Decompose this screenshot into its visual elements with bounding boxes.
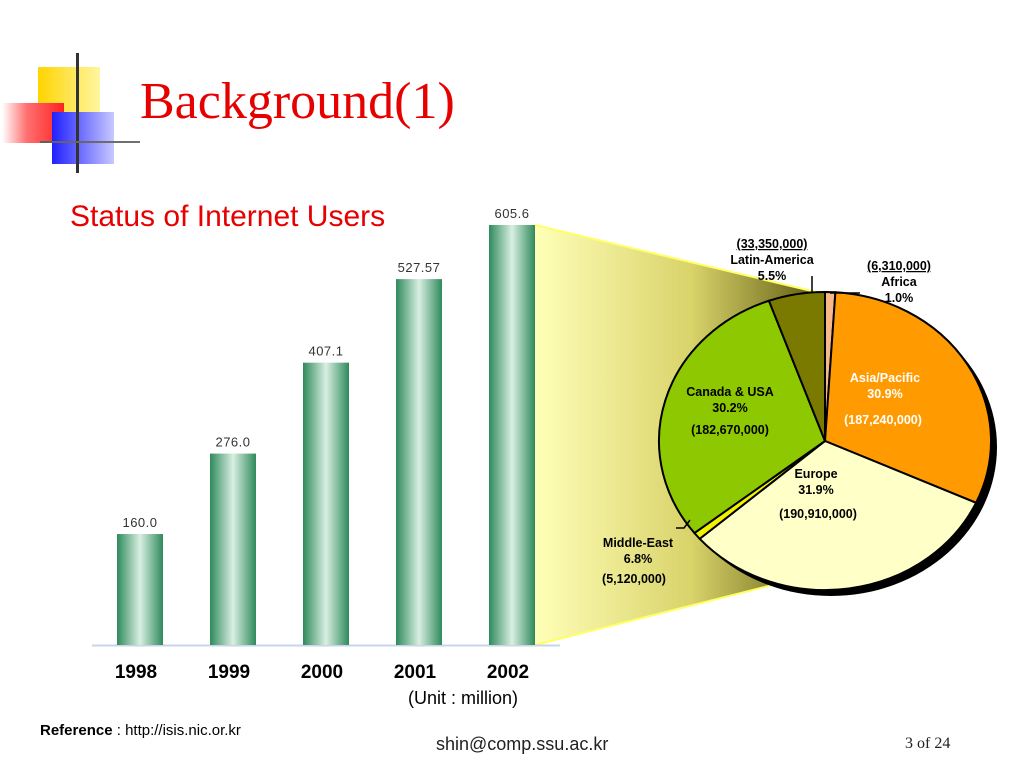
bar-2002 xyxy=(489,225,535,645)
bar-2001 xyxy=(396,279,442,645)
chart-subtitle: Status of Internet Users xyxy=(70,200,386,233)
pie-label-name: Asia/Pacific xyxy=(850,371,920,385)
bar-value-label: 160.0 xyxy=(122,515,157,530)
pie-chart: (33,350,000) Latin-America 5.5% (6,310,000)… xyxy=(602,237,997,596)
page-title: Background(1) xyxy=(140,73,455,130)
pie-label-users: (6,310,000) xyxy=(867,259,931,273)
pie-label-name: Canada & USA xyxy=(686,385,774,399)
zoom-edge-top xyxy=(534,224,821,294)
pie-label-percent-label: 30.2% xyxy=(712,401,747,415)
pie-slice-europe xyxy=(698,439,978,591)
pie-label-name: Europe xyxy=(794,467,837,481)
bar-value-label: 276.0 xyxy=(215,435,250,450)
bar-value-label: 527.57 xyxy=(398,260,441,275)
bar-1998 xyxy=(117,534,163,645)
pie-label-users: (187,240,000) xyxy=(844,413,922,427)
reference-url[interactable]: http://isis.nic.or.kr xyxy=(125,722,241,739)
pie-label-name: Latin-America xyxy=(730,253,814,267)
slide-logo xyxy=(2,53,140,173)
x-tick-label: 2000 xyxy=(301,662,343,683)
x-tick-label: 1998 xyxy=(115,662,157,683)
footer-email: shin@comp.ssu.ac.kr xyxy=(436,734,609,754)
pie-slice-asia-pacific xyxy=(823,291,992,505)
leader-line-middle-east xyxy=(676,519,691,529)
pie-label-percent-label: 5.5% xyxy=(758,269,787,283)
pie-slice-canada-usa xyxy=(658,299,827,535)
pie-label-users: (33,350,000) xyxy=(737,237,808,251)
pie-label-name: Africa xyxy=(881,275,917,289)
zoom-edge-bottom xyxy=(534,577,801,646)
bar-chart: 160.0 1998 276.0 1999 407.1 2000 527.57 2001 605… xyxy=(92,206,560,683)
bar-value-label: 605.6 xyxy=(494,206,529,221)
reference-line: Reference : http://isis.nic.or.kr xyxy=(40,722,241,739)
pie-label-percent-label: 31.9% xyxy=(798,483,833,497)
reference-label: Reference xyxy=(40,722,113,739)
bar-1999 xyxy=(210,453,256,645)
x-tick-label: 2001 xyxy=(394,662,437,683)
x-tick-label: 2002 xyxy=(487,662,529,683)
reference-separator: : xyxy=(112,722,126,739)
x-tick-label: 1999 xyxy=(208,662,250,683)
bar-2000 xyxy=(303,362,349,645)
pie-label-name: Middle-East xyxy=(603,536,674,550)
pie-label-percent-label: 1.0% xyxy=(885,291,914,305)
pie-label-users: (5,120,000) xyxy=(602,572,666,586)
pie-label-percent-label: 30.9% xyxy=(867,387,902,401)
bar-value-label: 407.1 xyxy=(308,344,343,359)
unit-note: (Unit : million) xyxy=(408,688,519,708)
pie-label-users: (190,910,000) xyxy=(779,507,857,521)
page-number: 3 of 24 xyxy=(905,735,951,752)
pie-slice-latin-america xyxy=(767,290,826,442)
pie-label-percent-label: 6.8% xyxy=(624,552,653,566)
pie-label-users: (182,670,000) xyxy=(691,423,769,437)
